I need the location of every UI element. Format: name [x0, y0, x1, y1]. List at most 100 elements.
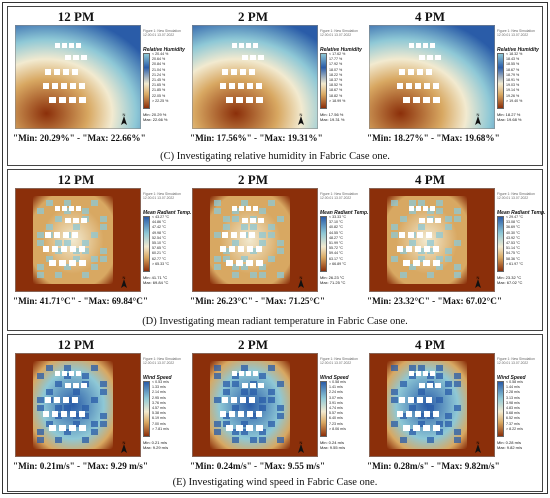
legend-tick-label: > 8.22 m/s	[506, 426, 523, 431]
legend-header-line: Figure 1: New Simulation	[320, 357, 358, 361]
field-plot	[15, 353, 141, 457]
building-block	[250, 55, 256, 60]
legend-tick-label: 17.92 %	[329, 62, 343, 67]
legend-min: Min: 0.24 m/s	[320, 440, 345, 445]
legend-tick-label: < 33.33 °C	[329, 215, 347, 219]
legend-ticks: < 33.33 °C 37.10 °C 40.82 °C 44.55 °C 48.27 …	[329, 215, 346, 267]
building-block	[423, 97, 430, 103]
legend-min: Min: 26.23 °C	[320, 275, 345, 280]
legend-tick-label: 20.64 %	[152, 57, 166, 62]
building-block	[258, 383, 264, 388]
svg-text:N: N	[477, 112, 480, 117]
building-block	[72, 69, 78, 75]
building-block	[416, 371, 421, 376]
building-block	[247, 246, 253, 252]
legend-tick-label: > 18.99 %	[329, 98, 346, 103]
legend-tick-label: 33.08 °C	[506, 220, 521, 225]
building-block	[423, 43, 428, 48]
section-caption: (E) Investigating wind speed in Fabric C…	[172, 477, 378, 488]
panel-time: 2 PM	[238, 9, 268, 24]
panel-time: 4 PM	[415, 337, 445, 352]
map-panel: 2 PM Figure 1: New Simulation 12.00.01 13.…	[188, 7, 364, 147]
building-block	[69, 260, 76, 266]
legend-ticks: < 0.53 m/s 1.33 m/s 2.14 m/s 2.95 m/s 3.76 m…	[152, 380, 169, 432]
building-block	[55, 371, 60, 376]
legend-ticks: < 0.58 m/s 1.44 m/s 2.28 m/s 3.13 m/s 3.98 m…	[506, 380, 523, 432]
legend-tick-label: 51.99 °C	[329, 241, 344, 246]
svg-text:N: N	[123, 440, 126, 445]
building-block	[72, 232, 78, 238]
section-mean-radiant-temperature: 12 PM Figure 1: New Simulation 12.00.01 13…	[7, 169, 545, 331]
svg-text:N: N	[300, 275, 303, 280]
building-block	[242, 218, 248, 223]
legend-minmax: Min: 26.23 °C Max: 71.25 °C	[320, 275, 345, 285]
simulation-map	[192, 188, 318, 292]
field-plot	[15, 188, 141, 292]
building-block	[236, 97, 243, 103]
legend-tick-label: 7.00 m/s	[152, 421, 166, 426]
legend-tick-label: > 61.97 °C	[506, 261, 524, 266]
legend-tick-label: 1.44 m/s	[506, 385, 520, 390]
building-block	[70, 246, 76, 252]
building-block	[229, 246, 235, 252]
north-arrow-icon: N	[473, 274, 483, 295]
svg-text:N: N	[123, 112, 126, 117]
building-block	[246, 371, 251, 376]
legend-max: Max: 9.82 m/s	[497, 445, 523, 450]
building-block	[247, 411, 253, 417]
building-block	[220, 411, 226, 417]
legend-tick-label: 49.98 °C	[152, 230, 167, 235]
building-block	[409, 371, 414, 376]
building-block	[417, 397, 423, 403]
legend-header-line: 12.00.01 13.07.2022	[143, 196, 175, 200]
map-panel: 4 PM Figure 1: New Simulation 12.00.01 13.…	[365, 7, 541, 147]
legend-tick-label: 60.21 °C	[152, 251, 167, 256]
legend-tick-label: 19.26 %	[506, 93, 520, 98]
building-block	[397, 411, 403, 417]
legend-ticks: < 0.58 m/s 1.41 m/s 2.24 m/s 3.07 m/s 3.91 m…	[329, 380, 346, 432]
legend-tick-label: 40.30 °C	[506, 230, 521, 235]
legend-header-line: 12.00.01 13.07.2022	[497, 33, 529, 37]
building-block	[246, 206, 251, 211]
legend-title: Wind Speed	[143, 375, 172, 381]
legend-header-line: 12.00.01 13.07.2022	[320, 33, 352, 37]
north-arrow-icon: N	[119, 274, 129, 295]
building-block	[238, 246, 244, 252]
legend-ticks: < 43.27 °C 44.86 °C 47.42 °C 49.98 °C 52.54 …	[152, 215, 169, 267]
legend-tick-label: 5.57 m/s	[329, 411, 343, 416]
building-block	[63, 397, 69, 403]
building-block	[406, 411, 412, 417]
building-block	[403, 97, 410, 103]
legend-tick-label: 21.24 %	[152, 72, 166, 77]
building-block	[399, 232, 405, 238]
building-block	[52, 83, 58, 89]
building-block	[415, 83, 421, 89]
legend-tick-label: 2.24 m/s	[329, 390, 343, 395]
legend-header-line: 12.00.01 13.07.2022	[143, 361, 175, 365]
field-plot	[15, 25, 141, 129]
legend-tick-label: 6.19 m/s	[152, 416, 166, 421]
legend-header-line: Figure 1: New Simulation	[497, 192, 535, 196]
legend-tick-label: 4.83 m/s	[506, 406, 520, 411]
building-block	[49, 97, 56, 103]
legend-color-bar	[143, 53, 150, 109]
building-block	[423, 371, 428, 376]
building-block	[408, 69, 414, 75]
legend-tick-label: 1.33 m/s	[152, 385, 166, 390]
building-block	[239, 206, 244, 211]
legend-tick-label: > 66.89 °C	[329, 261, 347, 266]
legend-min: Min: 18.27 %	[497, 112, 521, 117]
building-block	[76, 371, 81, 376]
building-block	[424, 83, 430, 89]
legend-tick-label: 57.65 °C	[152, 246, 167, 251]
legend-tick-label: 2.28 m/s	[506, 390, 520, 395]
building-block	[59, 97, 66, 103]
panel-time: 4 PM	[415, 172, 445, 187]
map-legend: Figure 1: New Simulation 12.00.01 13.07.2…	[143, 357, 185, 455]
building-block	[433, 246, 439, 252]
legend-tick-label: < 20.44 %	[152, 52, 169, 56]
legend-title: Relative Humidity	[320, 47, 362, 53]
building-block	[54, 397, 60, 403]
building-block	[246, 260, 253, 266]
